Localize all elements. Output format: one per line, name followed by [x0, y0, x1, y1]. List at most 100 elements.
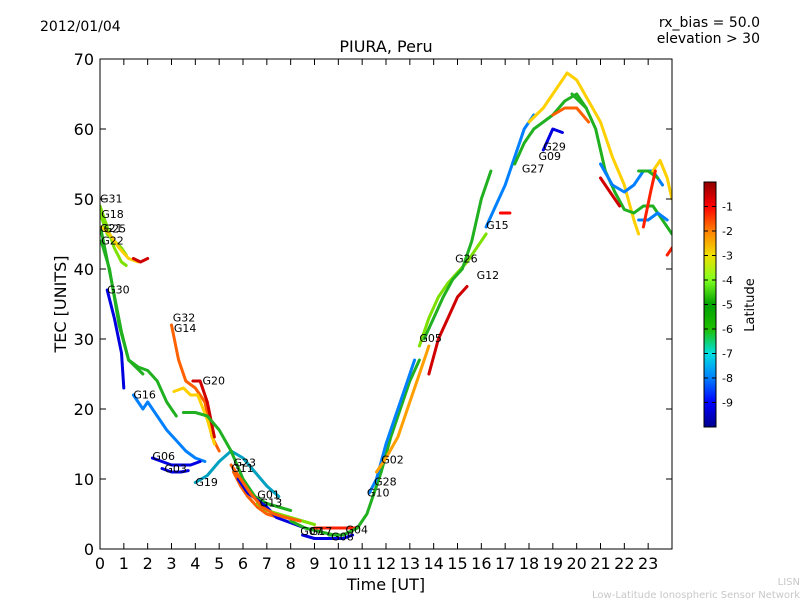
x-tick-label: 11	[352, 554, 372, 573]
trace-g20b	[570, 92, 672, 236]
rx-bias-label: rx_bias = 50.0	[659, 15, 760, 31]
satellite-label-g21: G21	[100, 222, 123, 235]
y-tick-label: 20	[74, 400, 94, 419]
footer-network: Low-Latitude Ionospheric Sensor Network	[592, 590, 800, 600]
trace-g26	[422, 169, 493, 341]
trace-g14	[172, 386, 216, 446]
date-label: 2012/01/04	[40, 19, 121, 35]
colorbar-ticks: -1 -2 -3 -4 -5 -6 -7 -8 -9	[704, 201, 733, 410]
satellite-label-g32: G32	[173, 312, 196, 325]
satellite-label-g08: G08	[331, 531, 354, 544]
y-tick-label: 50	[74, 190, 94, 209]
trace-y1	[527, 71, 641, 236]
colorbar-label: Latitude	[743, 278, 758, 332]
satellite-label-g12: G12	[477, 269, 500, 282]
x-tick-label: 12	[376, 554, 396, 573]
trace-g16	[131, 393, 207, 463]
satellite-label-g30: G30	[107, 284, 130, 297]
y-tick-label: 30	[74, 330, 94, 349]
colorbar-tick-label: -3	[722, 250, 733, 263]
x-tick-label: 15	[447, 554, 467, 573]
x-tick-label: 10	[328, 554, 348, 573]
satellite-label-g19: G19	[195, 476, 218, 489]
x-tick-label: 18	[519, 554, 539, 573]
satellite-label-g26: G26	[455, 253, 478, 266]
satellite-label-g11: G11	[231, 462, 254, 475]
colorbar-tick-label: -6	[722, 323, 733, 336]
x-tick-label: 21	[590, 554, 610, 573]
trace-g02	[375, 344, 431, 474]
trace-g08	[301, 533, 355, 540]
x-tick-label: 9	[309, 554, 319, 573]
colorbar-tick-label: -2	[722, 225, 733, 238]
y-axis-label: TEC [UNITS]	[51, 256, 70, 354]
x-tick-label: 3	[166, 554, 176, 573]
chart-title: PIURA, Peru	[339, 37, 432, 56]
y-tick-label: 70	[74, 50, 94, 69]
satellite-label-g20: G20	[202, 375, 225, 388]
trace-r2	[665, 246, 672, 257]
satellite-label-g04: G04	[345, 524, 368, 537]
satellite-label-g25: G25	[104, 223, 127, 236]
x-tick-label: 19	[543, 554, 563, 573]
y-tick-label: 40	[74, 260, 94, 279]
satellite-label-g15: G15	[486, 219, 509, 232]
x-axis: 0 1 2 3 4 5 6 7 8 9 10 11 12 13 14 15 16 17 18 19 20 21 22 23	[95, 59, 658, 573]
x-tick-label: 0	[95, 554, 105, 573]
trace-g30	[105, 288, 126, 390]
trace-g19	[193, 449, 281, 498]
x-tick-label: 2	[143, 554, 153, 573]
footer-lisn: LISN	[778, 577, 800, 588]
satellite-label-g14: G14	[174, 322, 197, 335]
trace-g23	[181, 411, 293, 512]
colorbar-tick-label: -7	[722, 348, 733, 361]
trace-g31	[100, 204, 128, 267]
colorbar-tick-label: -5	[722, 299, 733, 312]
x-tick-label: 8	[286, 554, 296, 573]
satellite-label-g05: G05	[419, 332, 442, 345]
trace-g06	[150, 456, 202, 467]
satellite-label-g31: G31	[100, 193, 123, 206]
colorbar-tick-label: -1	[722, 201, 733, 214]
trace-g12	[427, 285, 469, 376]
trace-r1	[599, 176, 622, 208]
x-tick-label: 4	[190, 554, 200, 573]
trace-g03	[160, 467, 190, 474]
y-axis: 0 10 20 30 40 50 60 70	[74, 50, 672, 559]
trace-g17	[229, 463, 302, 523]
satellite-label-g13: G13	[260, 496, 283, 509]
elevation-label: elevation > 30	[657, 31, 760, 47]
trace-g15	[484, 113, 536, 229]
trace-r3	[641, 169, 657, 229]
satellite-label-g22: G22	[101, 235, 124, 248]
satellite-label-g29: G29	[543, 141, 566, 154]
trace-layer	[100, 71, 672, 540]
satellite-label-g18: G18	[101, 208, 124, 221]
satellite-label-g06: G06	[152, 450, 175, 463]
x-tick-label: 23	[638, 554, 658, 573]
satellite-label-g07: G07	[300, 525, 323, 538]
x-tick-label: 5	[214, 554, 224, 573]
y-tick-label: 60	[74, 120, 94, 139]
x-tick-label: 14	[423, 554, 443, 573]
y-tick-label: 0	[84, 540, 94, 559]
satellite-label-g16: G16	[133, 389, 156, 402]
trace-g09	[541, 127, 564, 152]
x-tick-label: 20	[566, 554, 586, 573]
y-tick-label: 10	[74, 470, 94, 489]
colorbar-tick-label: -9	[722, 397, 733, 410]
x-tick-label: 6	[238, 554, 248, 573]
trace-g21	[100, 225, 140, 264]
trace-g10	[327, 358, 421, 537]
trace-g11	[232, 470, 281, 519]
x-axis-label: Time [UT]	[346, 575, 425, 594]
satellite-label-g27: G27	[522, 162, 545, 175]
x-tick-label: 13	[400, 554, 420, 573]
trace-y2	[651, 159, 672, 201]
x-tick-label: 17	[495, 554, 515, 573]
trace-g28	[367, 358, 417, 495]
x-tick-label: 22	[614, 554, 634, 573]
colorbar-tick-label: -4	[722, 274, 733, 287]
trace-g41	[131, 257, 150, 264]
